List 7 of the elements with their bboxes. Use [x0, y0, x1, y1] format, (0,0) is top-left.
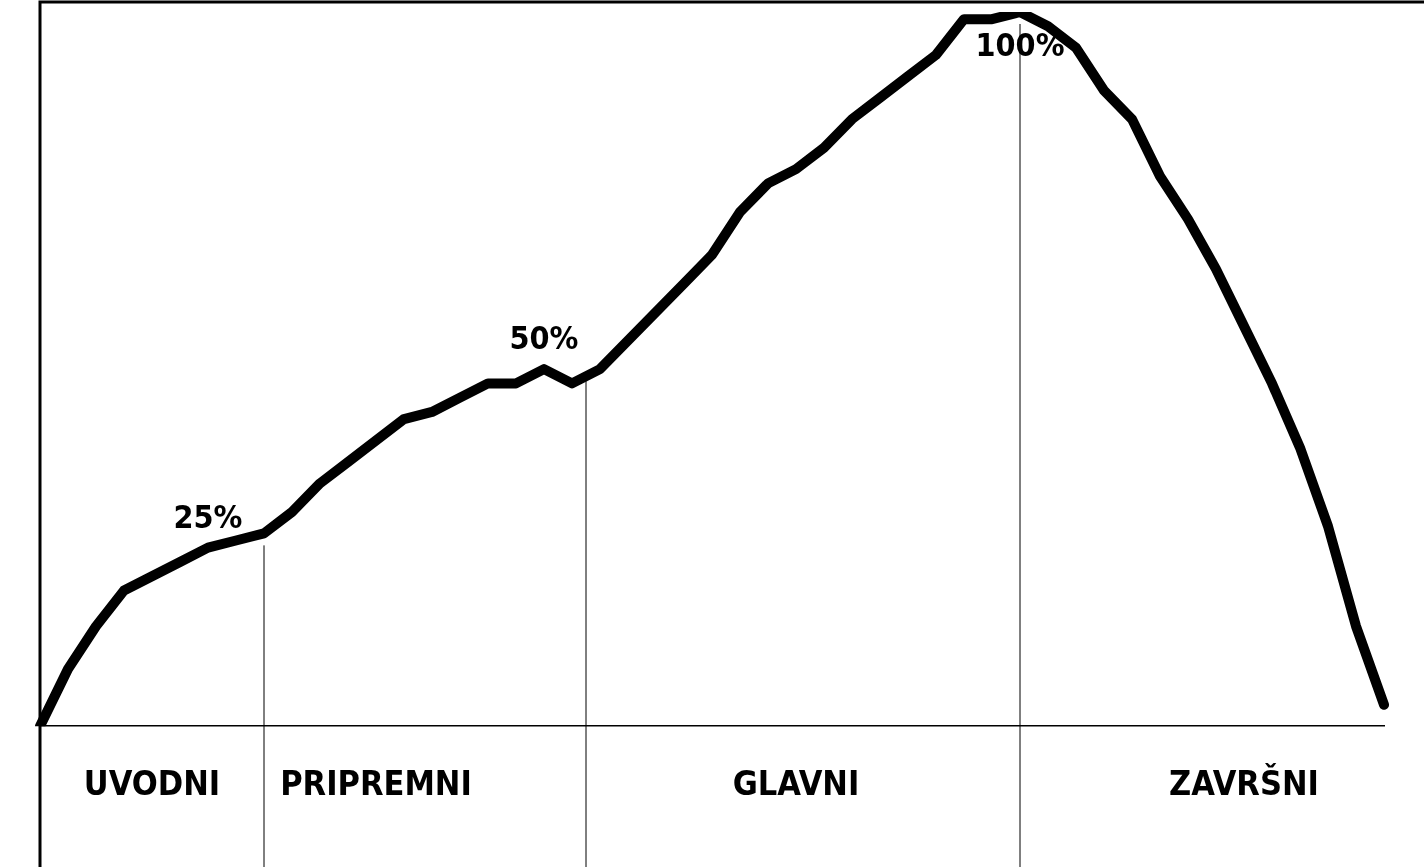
data-label: 100% — [975, 26, 1065, 65]
x-tick-label: PRIPREMNI — [280, 763, 472, 804]
x-tick-label: ZAVRŠNI — [1169, 763, 1319, 804]
x-tick-label: GLAVNI — [732, 763, 860, 804]
data-label: 25% — [173, 497, 243, 536]
x-tick-label: UVODNI — [83, 763, 221, 804]
data-label: 50% — [509, 319, 579, 358]
